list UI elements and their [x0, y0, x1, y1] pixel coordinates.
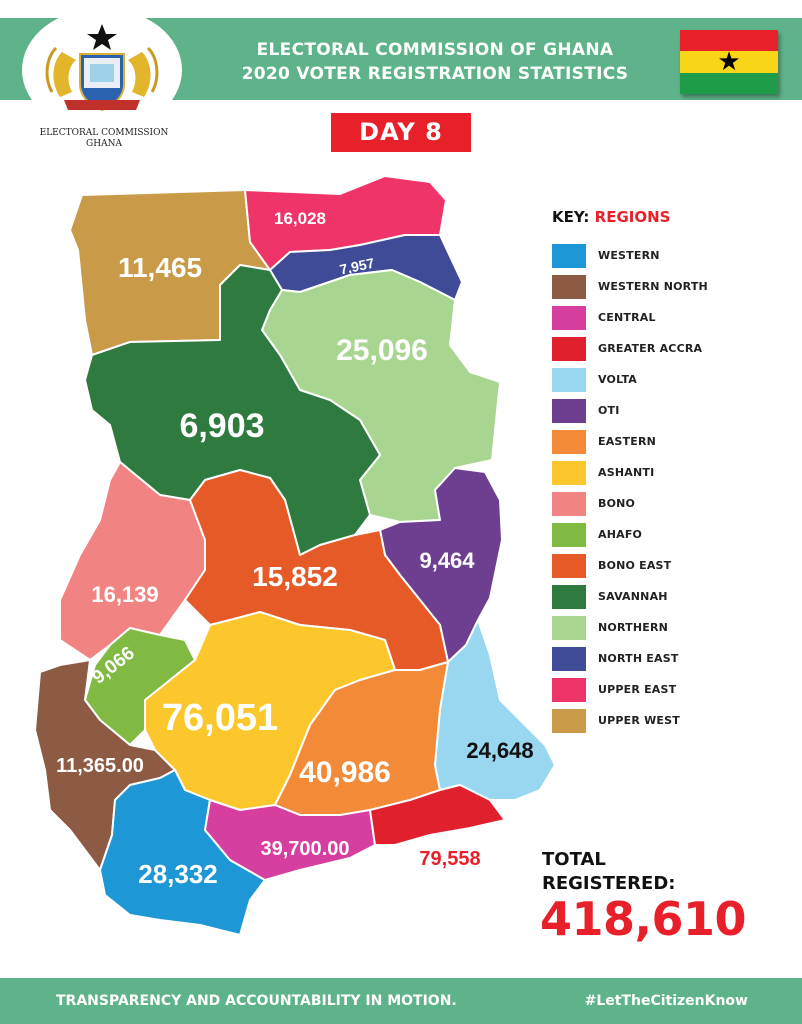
legend-item: NORTH EAST [552, 643, 782, 674]
value-volta: 24,648 [466, 738, 533, 763]
legend-swatch [552, 274, 586, 299]
legend-label: UPPER EAST [598, 683, 677, 696]
legend-swatch [552, 491, 586, 516]
legend-swatch [552, 460, 586, 485]
total-label-line-2: REGISTERED: [542, 873, 676, 894]
legend-swatch [552, 584, 586, 609]
value-greater-accra: 79,558 [419, 848, 480, 870]
footer-slogan: TRANSPARENCY AND ACCOUNTABILITY IN MOTIO… [56, 993, 457, 1009]
legend-item: VOLTA [552, 364, 782, 395]
legend-label: BONO [598, 497, 636, 510]
total-label: TOTAL REGISTERED: [542, 848, 675, 896]
value-western: 28,332 [138, 859, 218, 889]
legend-title-prefix: KEY: [552, 208, 590, 226]
legend-label: NORTH EAST [598, 652, 679, 665]
flag-red-band [680, 30, 778, 52]
value-central: 39,700.00 [261, 838, 350, 860]
flag-star-icon: ★ [717, 47, 741, 77]
value-savannah: 6,903 [179, 407, 264, 445]
legend-label: ASHANTI [598, 466, 655, 479]
legend-swatch [552, 398, 586, 423]
value-upper-west: 11,465 [118, 252, 202, 283]
logo-caption-line-1: ELECTORAL COMMISSION [39, 128, 169, 138]
legend-label: EASTERN [598, 435, 657, 448]
region-western [99, 769, 266, 936]
footer-bar: TRANSPARENCY AND ACCOUNTABILITY IN MOTIO… [0, 978, 802, 1024]
title-line-2: 2020 VOTER REGISTRATION STATISTICS [241, 64, 629, 84]
legend-swatch [552, 336, 586, 361]
legend-label: WESTERN [598, 249, 660, 262]
coat-of-arms-logo [45, 24, 159, 112]
legend-swatch [552, 677, 586, 702]
legend-swatch [552, 522, 586, 547]
legend-title-accent: REGIONS [594, 208, 671, 226]
ghana-flag: ★ [680, 30, 778, 94]
legend-item: UPPER EAST [552, 674, 782, 705]
value-northern: 25,096 [336, 334, 428, 367]
legend-label: SAVANNAH [598, 590, 668, 603]
legend-item: UPPER WEST [552, 705, 782, 736]
value-oti: 9,464 [419, 548, 475, 573]
legend-label: NORTHERN [598, 621, 669, 634]
value-north-east: 7,957 [338, 255, 376, 278]
legend-item: SAVANNAH [552, 581, 782, 612]
legend-swatch [552, 305, 586, 330]
legend-label: UPPER WEST [598, 714, 680, 727]
legend-label: BONO EAST [598, 559, 672, 572]
legend-label: GREATER ACCRA [598, 342, 703, 355]
legend-item: ASHANTI [552, 457, 782, 488]
legend-item: BONO [552, 488, 782, 519]
page-title: ELECTORAL COMMISSION OF GHANA 2020 VOTER… [190, 38, 680, 86]
legend-swatch [552, 708, 586, 733]
legend-label: CENTRAL [598, 311, 656, 324]
region-volta [434, 619, 556, 801]
region-greater-accra [369, 784, 506, 846]
flag-green-band [680, 72, 778, 94]
legend-item: GREATER ACCRA [552, 333, 782, 364]
legend-item: EASTERN [552, 426, 782, 457]
flag-yellow-band [680, 51, 778, 73]
logo-caption: ELECTORAL COMMISSION GHANA [30, 128, 178, 150]
total-registered-value: 418,610 [540, 892, 747, 946]
total-label-line-1: TOTAL [542, 849, 606, 870]
legend-item: BONO EAST [552, 550, 782, 581]
legend-label: VOLTA [598, 373, 638, 386]
legend-swatch [552, 646, 586, 671]
legend-swatch [552, 429, 586, 454]
legend-item: AHAFO [552, 519, 782, 550]
legend-item: OTI [552, 395, 782, 426]
legend-item: CENTRAL [552, 302, 782, 333]
title-line-1: ELECTORAL COMMISSION OF GHANA [256, 40, 614, 60]
legend-label: OTI [598, 404, 620, 417]
legend-label: AHAFO [598, 528, 643, 541]
value-bono: 16,139 [91, 582, 158, 607]
legend-item: WESTERN [552, 240, 782, 271]
legend-item: NORTHERN [552, 612, 782, 643]
legend-label: WESTERN NORTH [598, 280, 708, 293]
footer-hashtag: #LetTheCitizenKnow [584, 993, 748, 1009]
value-western-north: 11,365.00 [56, 755, 144, 777]
legend-swatch [552, 243, 586, 268]
day-badge: DAY 8 [331, 113, 471, 152]
legend-swatch [552, 553, 586, 578]
value-ashanti: 76,051 [162, 697, 278, 739]
value-bono-east: 15,852 [252, 561, 338, 592]
value-eastern: 40,986 [299, 756, 391, 789]
legend-title: KEY: REGIONS [552, 208, 670, 226]
legend-swatch [552, 367, 586, 392]
legend-list: WESTERN WESTERN NORTH CENTRAL GREATER ACCRA… [552, 240, 782, 736]
logo-caption-line-2: GHANA [86, 139, 122, 149]
legend-swatch [552, 615, 586, 640]
legend-item: WESTERN NORTH [552, 271, 782, 302]
value-upper-east: 16,028 [274, 209, 326, 228]
